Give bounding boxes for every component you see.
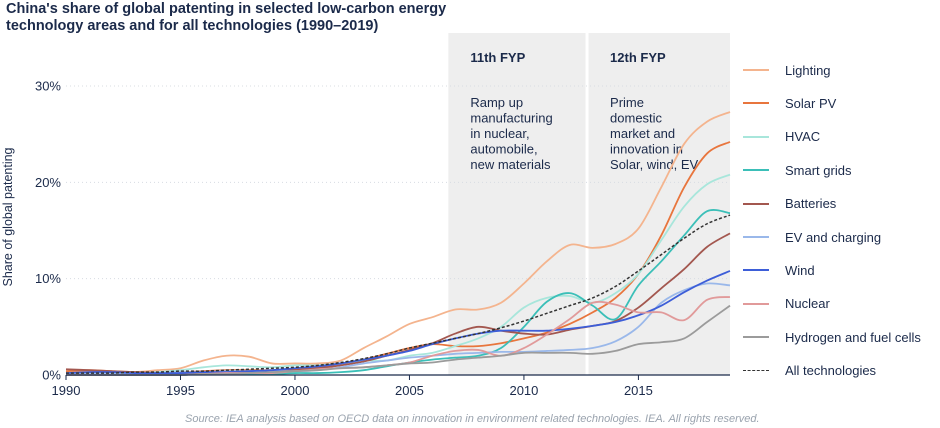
chart-title: China's share of global patenting in sel… bbox=[6, 1, 447, 34]
x-tick-label: 2010 bbox=[509, 383, 538, 398]
legend-swatch bbox=[743, 370, 769, 372]
fyp-band-text: Solar, wind, EV bbox=[610, 157, 698, 172]
series-line-all-technologies bbox=[65, 214, 731, 374]
legend-label: HVAC bbox=[785, 129, 821, 145]
legend-swatch bbox=[743, 69, 769, 71]
legend-item: Smart grids bbox=[743, 160, 851, 180]
legend-item: Wind bbox=[743, 260, 815, 280]
fyp-band-label: 12th FYP bbox=[610, 50, 666, 65]
series-line-ev-and-charging bbox=[65, 282, 731, 376]
fyp-band-text: new materials bbox=[470, 157, 551, 172]
y-tick-label: 20% bbox=[35, 175, 61, 190]
x-tick-label: 2015 bbox=[624, 383, 653, 398]
fyp-band-label: 11th FYP bbox=[470, 50, 525, 65]
fyp-band-text: automobile, bbox=[470, 142, 537, 157]
series-line-lighting bbox=[65, 111, 731, 374]
y-tick-label: 10% bbox=[35, 271, 61, 286]
legend-item: Lighting bbox=[743, 60, 831, 80]
fyp-band-text: market and bbox=[610, 126, 675, 141]
x-tick-label: 1990 bbox=[52, 383, 81, 398]
fyp-band-text: in nuclear, bbox=[470, 126, 529, 141]
fyp-band-text: innovation in bbox=[610, 142, 683, 157]
legend-item: Solar PV bbox=[743, 93, 836, 113]
legend-swatch bbox=[743, 135, 769, 138]
source-note: Source: IEA analysis based on OECD data … bbox=[185, 413, 760, 425]
x-tick-label: 2005 bbox=[395, 383, 424, 398]
legend-item: All technologies bbox=[743, 361, 876, 381]
fyp-band-2 bbox=[588, 33, 730, 375]
legend-label: EV and charging bbox=[785, 229, 882, 245]
legend-swatch bbox=[743, 269, 769, 272]
y-tick-label: 0% bbox=[42, 368, 61, 383]
legend-swatch bbox=[743, 302, 769, 305]
grid: 0% 10% 20% 30% bbox=[35, 79, 730, 383]
axes: 1990 1995 2000 2005 2010 2015 bbox=[52, 374, 730, 398]
fyp-band-text: manufacturing bbox=[470, 111, 552, 126]
x-tick-label: 2000 bbox=[281, 383, 310, 398]
legend-item: EV and charging bbox=[743, 227, 881, 247]
legend-swatch bbox=[743, 202, 769, 205]
legend-swatch bbox=[743, 236, 769, 238]
legend-swatch bbox=[743, 336, 769, 339]
legend-item: Batteries bbox=[743, 194, 836, 214]
y-tick-label: 30% bbox=[35, 79, 61, 94]
fyp-band-text: domestic bbox=[610, 111, 663, 126]
legend-label: Batteries bbox=[785, 196, 837, 212]
legend-swatch bbox=[743, 169, 769, 172]
legend-item: HVAC bbox=[743, 127, 820, 147]
fyp-band-text: Ramp up bbox=[470, 95, 523, 110]
legend-label: Wind bbox=[785, 262, 815, 278]
fyp-band-1 bbox=[448, 33, 586, 375]
x-tick-label: 1995 bbox=[166, 383, 195, 398]
legend-label: Hydrogen and fuel cells bbox=[785, 329, 921, 345]
legend-label: Solar PV bbox=[785, 95, 837, 111]
series-line-wind bbox=[65, 270, 731, 375]
legend-label: Nuclear bbox=[785, 296, 830, 312]
legend-item: Hydrogen and fuel cells bbox=[743, 327, 921, 347]
legend-swatch bbox=[743, 102, 769, 105]
legend-item: Nuclear bbox=[743, 294, 830, 314]
legend-label: Smart grids bbox=[785, 162, 852, 178]
legend-label: All technologies bbox=[785, 363, 877, 379]
fyp-band-text: Prime bbox=[610, 95, 644, 110]
legend-label: Lighting bbox=[785, 62, 831, 78]
